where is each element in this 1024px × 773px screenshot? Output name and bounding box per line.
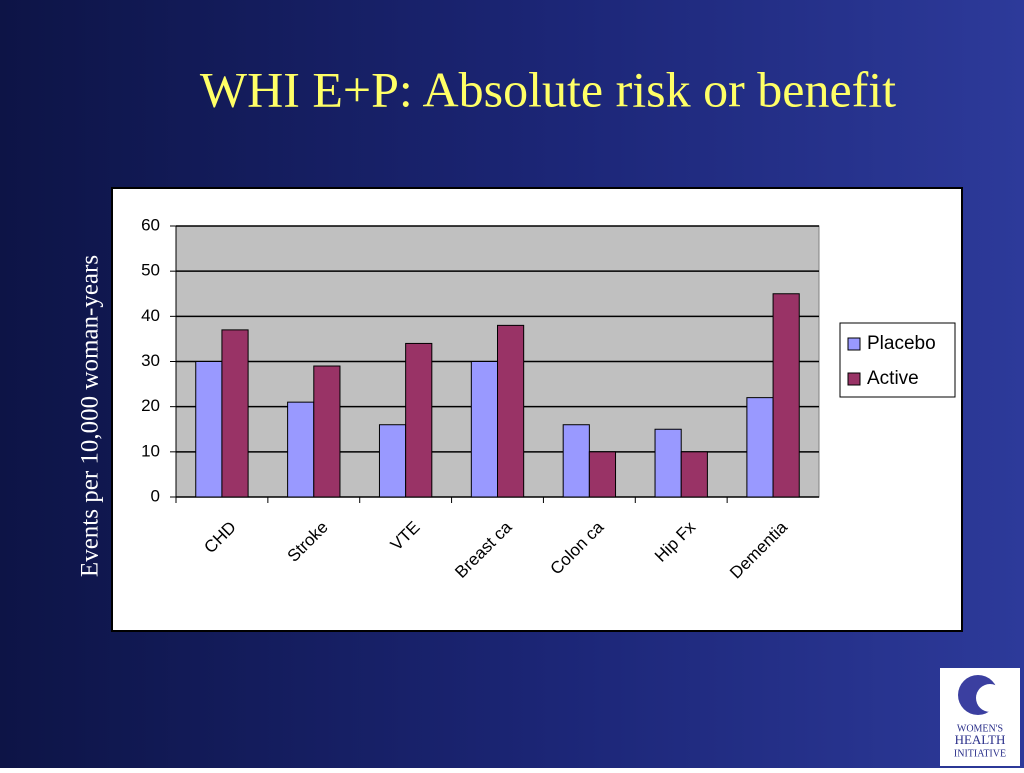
- logo-face: [976, 684, 1004, 712]
- logo-text: HEALTH: [955, 732, 1006, 747]
- y-tick-label: 0: [151, 486, 160, 505]
- y-tick-label: 60: [141, 215, 160, 234]
- bar: [405, 342, 433, 498]
- legend-swatch: [847, 372, 861, 386]
- bar: [562, 424, 590, 498]
- y-axis-label: Events per 10,000 woman-years: [77, 255, 104, 577]
- bar: [497, 324, 525, 498]
- bar: [588, 451, 617, 498]
- bar: [470, 361, 498, 498]
- y-tick-label: 10: [141, 441, 160, 460]
- logo-text: WOMEN'S: [957, 723, 1003, 734]
- y-tick-label: 30: [141, 351, 160, 370]
- legend-label: Active: [867, 368, 919, 389]
- logo: WOMEN'S HEALTH INITIATIVE: [940, 668, 1020, 766]
- bar: [378, 424, 407, 498]
- y-tick-label: 50: [141, 261, 160, 280]
- y-tick-label: 40: [141, 306, 160, 325]
- bar: [195, 361, 223, 498]
- bar: [680, 451, 708, 498]
- legend-swatch: [847, 337, 861, 351]
- bar: [746, 397, 774, 498]
- logo-text: INITIATIVE: [954, 748, 1006, 759]
- bar: [221, 329, 249, 498]
- bar: [654, 428, 682, 498]
- bar: [772, 293, 800, 498]
- bar: [287, 401, 315, 498]
- chart-title: WHI E+P: Absolute risk or benefit: [200, 61, 896, 117]
- y-tick-label: 20: [141, 396, 160, 415]
- bar: [313, 365, 341, 498]
- legend-label: Placebo: [867, 333, 936, 354]
